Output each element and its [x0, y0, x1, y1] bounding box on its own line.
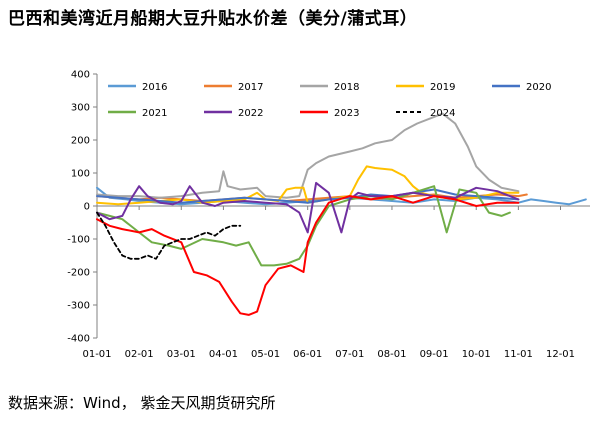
- legend-label-2019: 2019: [430, 82, 455, 93]
- legend-label-2021: 2021: [142, 108, 167, 119]
- x-tick-label: 11-01: [504, 349, 533, 360]
- legend-label-2017: 2017: [238, 82, 263, 93]
- series-line-2017: [96, 193, 528, 202]
- legend: 2016 2017 2018 2019 2020 2021 2022 2023 2024: [108, 82, 551, 119]
- legend-label-2018: 2018: [334, 82, 359, 93]
- y-tick-label: -300: [67, 301, 90, 312]
- y-tick-label: -100: [67, 235, 90, 246]
- y-tick-label: 0: [84, 202, 90, 213]
- series-line-2024: [96, 211, 242, 260]
- y-tick-label: 300: [71, 103, 90, 114]
- series-line-2018: [96, 112, 520, 199]
- series-line-2020: [96, 188, 520, 204]
- legend-label-2016: 2016: [142, 82, 167, 93]
- x-tick-label: 06-01: [293, 349, 322, 360]
- y-tick-label: 400: [71, 70, 90, 81]
- x-tick-label: 09-01: [420, 349, 449, 360]
- y-tick-label: -400: [67, 334, 90, 345]
- axes: -400 -300 -200 -100 0 100 200 300 400 01-01 02-01 0…: [67, 70, 590, 360]
- series-line-2022: [96, 181, 520, 234]
- y-tick-label: 200: [71, 136, 90, 147]
- legend-label-2024: 2024: [430, 108, 455, 119]
- x-tick-label: 03-01: [167, 349, 196, 360]
- x-tick-label: 04-01: [209, 349, 238, 360]
- x-tick-label: 08-01: [377, 349, 406, 360]
- chart-title: 巴西和美湾近月船期大豆升贴水价差（美分/蒲式耳）: [8, 9, 418, 29]
- legend-label-2022: 2022: [238, 108, 263, 119]
- legend-label-2023: 2023: [334, 108, 359, 119]
- y-tick-label: -200: [67, 268, 90, 279]
- series-line-2021: [96, 185, 511, 267]
- series-line-2023: [96, 195, 520, 316]
- x-tick-label: 10-01: [462, 349, 491, 360]
- y-tick-label: 100: [71, 169, 90, 180]
- x-tick-label: 01-01: [82, 349, 111, 360]
- x-tick-label: 12-01: [546, 349, 575, 360]
- x-tick-label: 05-01: [251, 349, 280, 360]
- source-note: 数据来源：Wind， 紫金天风期货研究所: [8, 394, 276, 412]
- x-tick-label: 07-01: [335, 349, 364, 360]
- series-lines: [96, 112, 587, 316]
- x-tick-label: 02-01: [125, 349, 154, 360]
- legend-label-2020: 2020: [526, 82, 551, 93]
